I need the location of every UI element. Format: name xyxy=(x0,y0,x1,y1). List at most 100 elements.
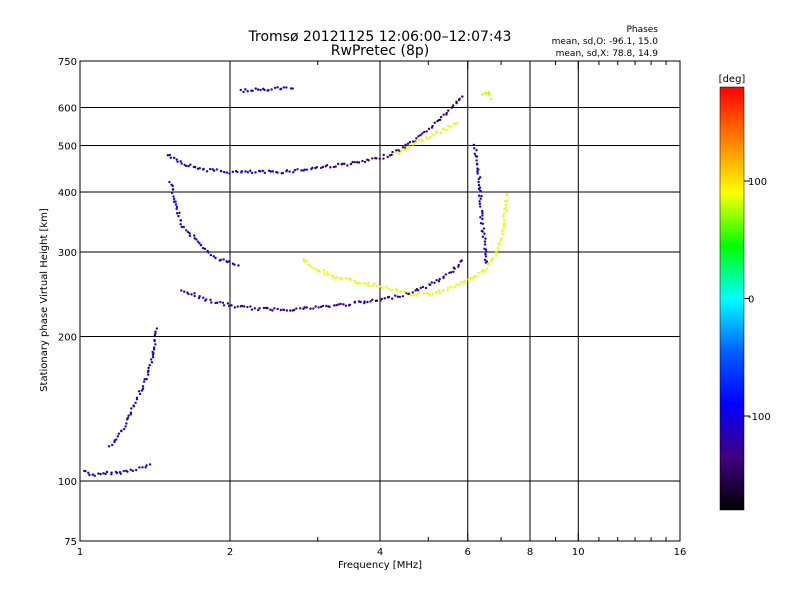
data-point xyxy=(413,292,416,296)
phases-o-stats: mean, sd,O: -96.1, 15.0 xyxy=(552,37,659,47)
data-point xyxy=(421,285,425,289)
data-point xyxy=(175,158,178,161)
data-point xyxy=(196,167,200,171)
data-point xyxy=(428,283,432,287)
data-point xyxy=(477,180,480,184)
data-point xyxy=(483,240,487,243)
data-point xyxy=(291,87,294,90)
data-point xyxy=(333,304,336,307)
x-tick-label: 2 xyxy=(227,547,233,558)
data-point xyxy=(326,273,330,276)
data-point xyxy=(187,164,190,168)
data-point xyxy=(501,232,504,236)
data-point xyxy=(142,380,146,383)
data-point xyxy=(353,279,356,283)
data-point xyxy=(303,168,306,171)
data-point xyxy=(231,170,235,174)
data-point xyxy=(116,435,119,438)
data-point xyxy=(198,294,201,298)
data-point xyxy=(266,306,269,310)
data-point xyxy=(403,148,407,151)
data-point xyxy=(285,169,289,172)
data-point xyxy=(175,212,179,215)
data-point xyxy=(226,302,230,305)
data-point xyxy=(175,207,178,211)
data-point xyxy=(227,260,231,263)
data-point xyxy=(419,286,422,290)
data-point xyxy=(460,280,463,284)
data-point xyxy=(348,277,351,280)
data-point xyxy=(180,225,184,229)
data-point xyxy=(282,308,286,312)
data-point xyxy=(150,361,154,364)
data-point xyxy=(250,171,254,175)
data-point xyxy=(319,166,323,170)
data-point xyxy=(249,305,252,308)
data-point xyxy=(345,276,348,280)
data-point xyxy=(246,305,249,309)
data-point xyxy=(425,130,428,133)
data-point xyxy=(502,221,506,225)
data-point xyxy=(461,95,464,98)
data-point xyxy=(178,211,181,215)
data-point xyxy=(480,93,484,96)
data-point xyxy=(477,177,481,181)
data-point xyxy=(395,289,399,293)
x-axis-label: Frequency [MHz] xyxy=(338,560,422,571)
data-point xyxy=(305,306,308,309)
data-point xyxy=(446,124,450,128)
data-point xyxy=(329,166,332,169)
data-point xyxy=(315,268,318,271)
data-point xyxy=(240,304,244,308)
data-point xyxy=(432,133,435,136)
data-point xyxy=(285,86,288,89)
data-point xyxy=(421,139,424,143)
data-point xyxy=(147,366,150,370)
data-point xyxy=(222,170,226,174)
data-point xyxy=(289,309,292,312)
data-point xyxy=(205,170,209,173)
data-point xyxy=(318,269,321,273)
y-tick-label: 750 xyxy=(58,57,77,68)
data-point xyxy=(180,289,183,292)
data-point xyxy=(351,160,354,164)
data-point xyxy=(183,290,186,293)
data-point xyxy=(172,200,176,203)
data-point xyxy=(431,292,434,296)
data-point xyxy=(390,153,393,157)
x-tick-label: 16 xyxy=(674,547,687,558)
data-point xyxy=(179,160,182,163)
data-point xyxy=(129,468,132,471)
data-point xyxy=(219,258,223,262)
data-point xyxy=(130,407,133,410)
colorbar-tick-label: 0 xyxy=(748,295,754,306)
data-point xyxy=(349,278,353,281)
gridlines xyxy=(80,61,680,541)
data-point xyxy=(292,170,295,174)
data-point xyxy=(141,385,145,388)
data-point xyxy=(110,471,113,474)
data-point xyxy=(115,438,118,441)
data-point xyxy=(479,197,482,200)
data-point xyxy=(302,258,305,261)
data-point xyxy=(285,309,289,312)
data-point xyxy=(475,148,478,152)
data-point xyxy=(149,358,153,361)
data-point xyxy=(134,401,137,405)
data-point xyxy=(473,152,477,156)
data-point xyxy=(387,287,390,290)
data-point xyxy=(495,254,498,257)
data-point xyxy=(417,139,421,142)
data-point xyxy=(195,238,198,241)
data-point xyxy=(177,214,180,218)
data-point xyxy=(141,387,145,391)
data-point xyxy=(481,230,484,233)
data-point xyxy=(419,133,422,137)
data-point xyxy=(296,168,299,171)
data-point xyxy=(453,267,456,270)
data-point xyxy=(273,86,277,90)
data-point xyxy=(504,203,508,206)
data-point xyxy=(439,131,443,135)
data-point xyxy=(411,140,415,143)
data-point xyxy=(358,281,362,285)
